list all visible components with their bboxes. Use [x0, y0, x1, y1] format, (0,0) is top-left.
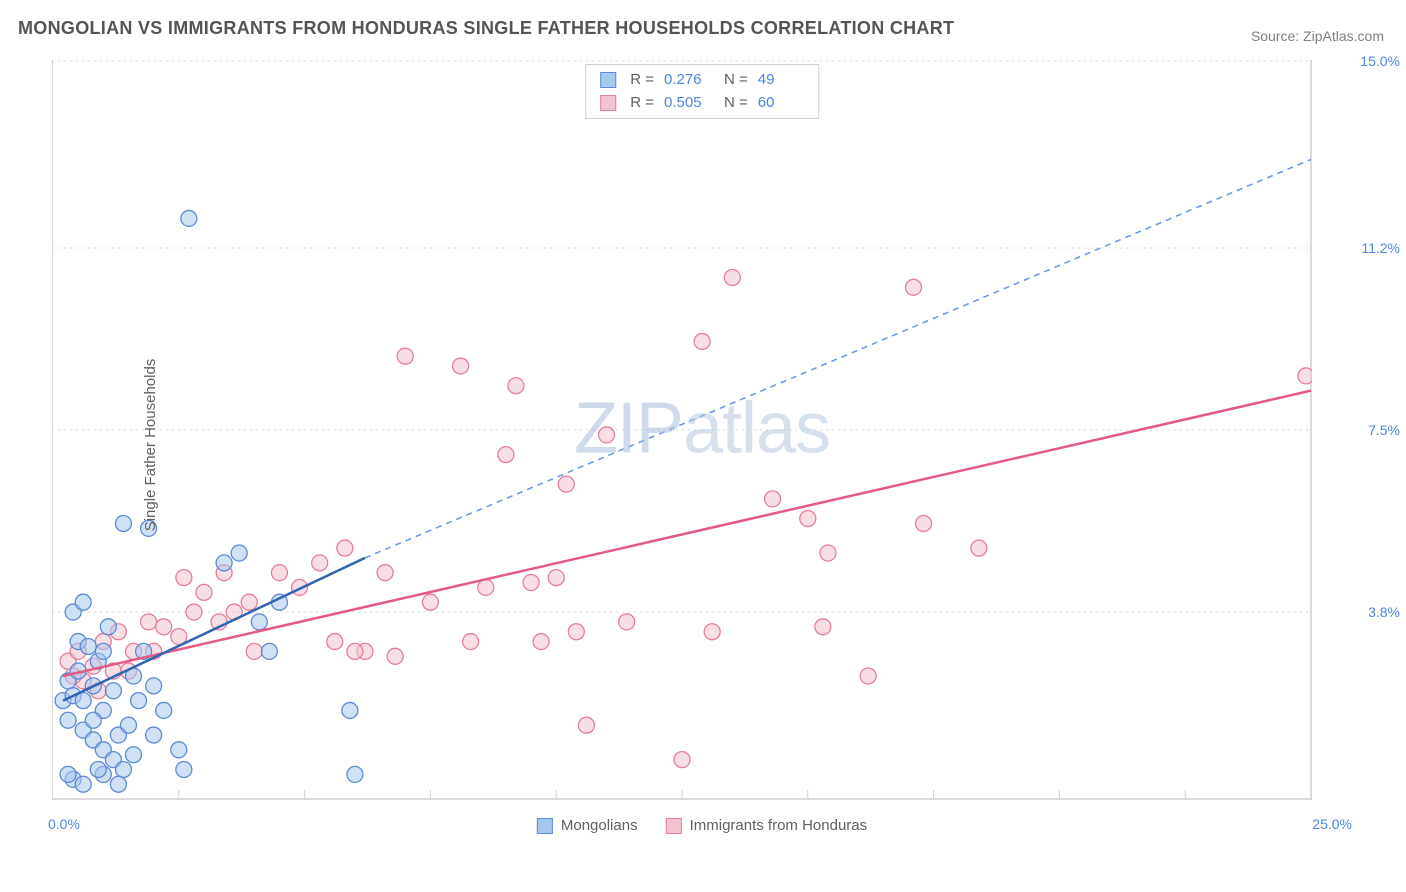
bottom-legend: Mongolians Immigrants from Honduras: [537, 817, 867, 834]
chart-area: Single Father Households ZIPatlas R = 0.…: [52, 60, 1352, 830]
swatch-series2: [666, 818, 682, 834]
y-tick-label: 3.8%: [1368, 604, 1400, 620]
chart-title: MONGOLIAN VS IMMIGRANTS FROM HONDURAS SI…: [18, 18, 954, 39]
y-tick-label: 15.0%: [1360, 53, 1400, 69]
legend-item-series1: Mongolians: [537, 817, 638, 834]
n-label: N =: [724, 92, 748, 115]
stats-row-series1: R = 0.276 N = 49: [600, 69, 804, 92]
r-value-series2: 0.505: [664, 92, 710, 115]
y-tick-label: 11.2%: [1361, 240, 1400, 256]
swatch-series1: [600, 72, 616, 88]
stats-row-series2: R = 0.505 N = 60: [600, 92, 804, 115]
stats-legend: R = 0.276 N = 49 R = 0.505 N = 60: [585, 64, 819, 119]
x-tick-max: 25.0%: [1312, 816, 1352, 832]
r-label: R =: [630, 92, 654, 115]
r-value-series1: 0.276: [664, 69, 710, 92]
x-tick-min: 0.0%: [48, 816, 80, 832]
n-value-series2: 60: [758, 92, 804, 115]
y-axis-label: Single Father Households: [142, 359, 159, 532]
legend-item-series2: Immigrants from Honduras: [666, 817, 868, 834]
legend-label-series1: Mongolians: [561, 817, 638, 834]
y-tick-label: 7.5%: [1368, 422, 1400, 438]
n-value-series1: 49: [758, 69, 804, 92]
swatch-series2: [600, 95, 616, 111]
r-label: R =: [630, 69, 654, 92]
swatch-series1: [537, 818, 553, 834]
scatter-plot-svg: [52, 60, 1312, 800]
source-label: Source: ZipAtlas.com: [1251, 28, 1384, 44]
legend-label-series2: Immigrants from Honduras: [690, 817, 868, 834]
n-label: N =: [724, 69, 748, 92]
